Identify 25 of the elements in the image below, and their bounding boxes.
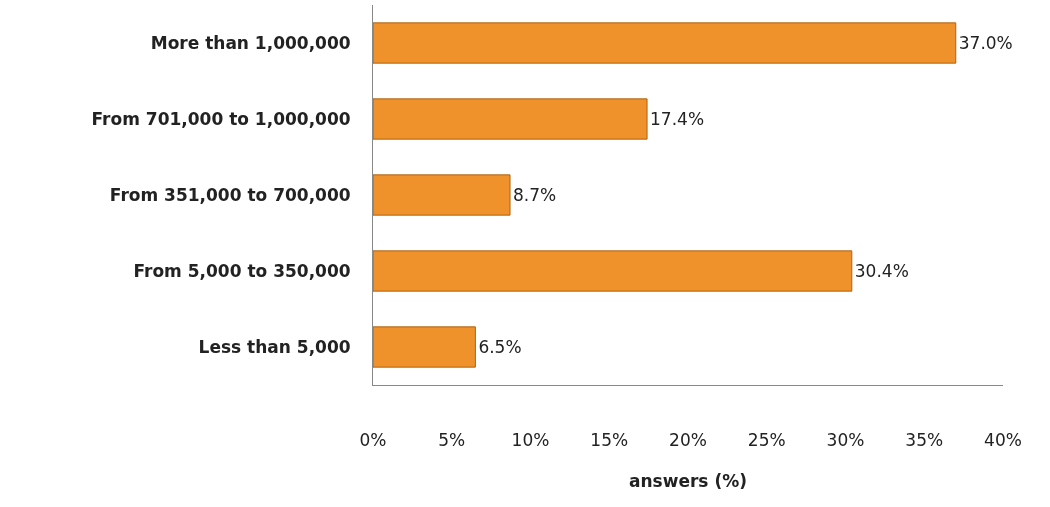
- y-tick-label: More than 1,000,000: [150, 32, 351, 53]
- x-tick-label: 15%: [590, 430, 629, 451]
- data-label: 37.0%: [958, 33, 1013, 53]
- bar: [373, 250, 853, 292]
- x-tick-label: 40%: [984, 430, 1022, 451]
- x-tick-label: 20%: [669, 430, 707, 451]
- bar: [373, 22, 957, 64]
- data-label: 30.4%: [854, 261, 909, 281]
- x-axis-title: answers (%): [629, 470, 747, 491]
- x-tick-label: 5%: [438, 430, 466, 451]
- y-tick-label: From 5,000 to 350,000: [133, 260, 351, 281]
- data-label: 6.5%: [478, 337, 522, 357]
- x-tick-label: 35%: [905, 430, 944, 451]
- x-tick-label: 0%: [359, 430, 387, 451]
- x-tick-label: 25%: [747, 430, 786, 451]
- x-tick-label: 10%: [511, 430, 550, 451]
- y-tick-label: Less than 5,000: [198, 336, 351, 357]
- data-label: 8.7%: [513, 185, 557, 205]
- bar: [373, 98, 648, 140]
- x-tick-label: 30%: [826, 430, 865, 451]
- bar: [373, 174, 511, 216]
- y-tick-label: From 351,000 to 700,000: [109, 184, 351, 205]
- y-tick-label: From 701,000 to 1,000,000: [91, 108, 351, 129]
- bar: [373, 326, 476, 368]
- data-label: 17.4%: [650, 109, 705, 129]
